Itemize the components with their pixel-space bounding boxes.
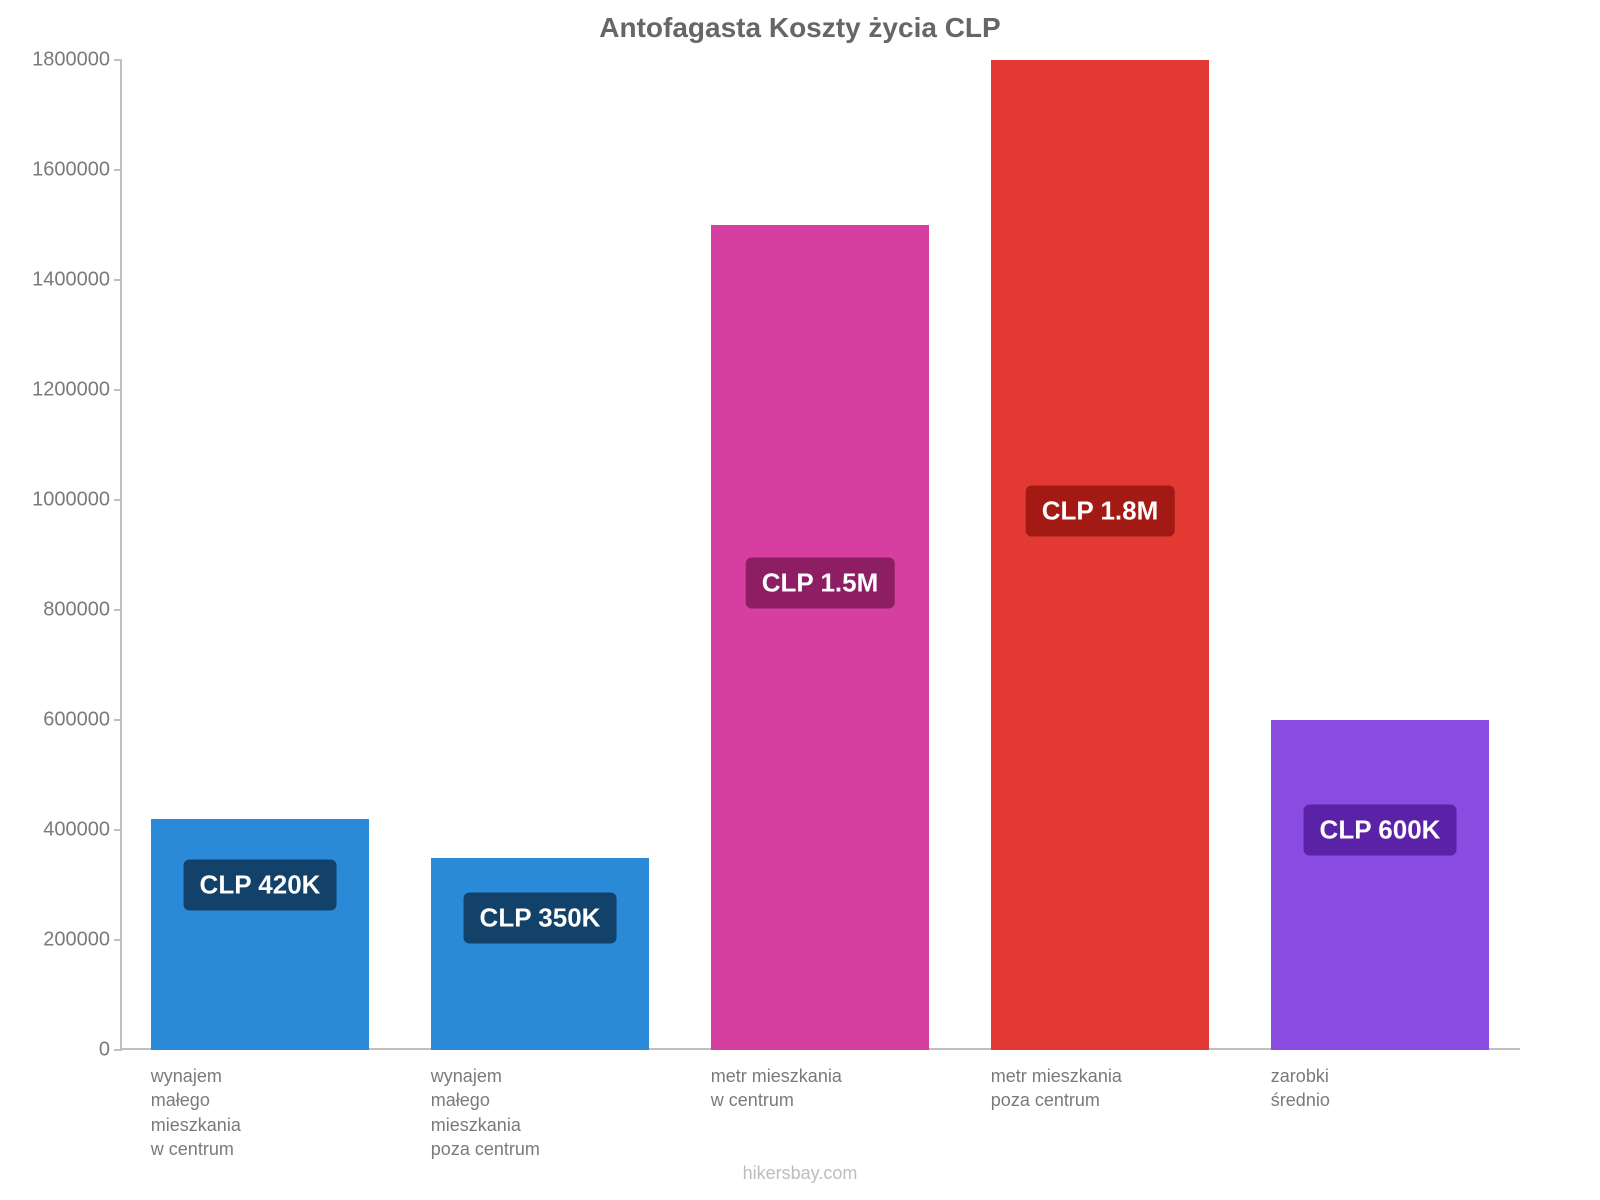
plot-area: CLP 420K CLP 350K CLP 1.5M CLP 1.8M CLP 600K	[120, 60, 1520, 1050]
y-tick-mark	[114, 1049, 122, 1051]
bar-value-badge: CLP 1.5M	[746, 557, 895, 608]
bar	[991, 60, 1209, 1050]
bar-value-badge: CLP 420K	[184, 860, 337, 911]
cost-of-living-chart: Antofagasta Koszty życia CLP CLP 420KCLP…	[0, 0, 1600, 1200]
y-tick-mark	[114, 609, 122, 611]
bar-value-badge: CLP 350K	[464, 893, 617, 944]
bar-value-badge: CLP 1.8M	[1026, 486, 1175, 537]
y-tick-mark	[114, 389, 122, 391]
y-tick-label: 600000	[0, 709, 110, 732]
bar	[431, 858, 649, 1051]
y-tick-label: 1000000	[0, 489, 110, 512]
x-category-label: metr mieszkania w centrum	[711, 1064, 842, 1113]
x-category-label: wynajem małego mieszkania w centrum	[151, 1064, 241, 1161]
y-axis-line	[120, 60, 122, 1050]
y-tick-label: 800000	[0, 599, 110, 622]
y-tick-label: 1400000	[0, 269, 110, 292]
y-tick-mark	[114, 719, 122, 721]
y-tick-label: 0	[0, 1039, 110, 1062]
y-tick-label: 400000	[0, 819, 110, 842]
y-tick-mark	[114, 279, 122, 281]
bar	[151, 819, 369, 1050]
y-tick-mark	[114, 59, 122, 61]
bar-value-badge: CLP 600K	[1304, 805, 1457, 856]
y-tick-label: 1600000	[0, 159, 110, 182]
y-tick-mark	[114, 499, 122, 501]
y-tick-label: 1200000	[0, 379, 110, 402]
x-category-label: zarobki średnio	[1271, 1064, 1330, 1113]
bar	[711, 225, 929, 1050]
source-attribution: hikersbay.com	[0, 1163, 1600, 1184]
y-tick-mark	[114, 939, 122, 941]
y-tick-label: 1800000	[0, 49, 110, 72]
bar	[1271, 720, 1489, 1050]
chart-title: Antofagasta Koszty życia CLP	[0, 12, 1600, 44]
y-tick-label: 200000	[0, 929, 110, 952]
y-tick-mark	[114, 829, 122, 831]
y-tick-mark	[114, 169, 122, 171]
x-category-label: metr mieszkania poza centrum	[991, 1064, 1122, 1113]
x-category-label: wynajem małego mieszkania poza centrum	[431, 1064, 540, 1161]
